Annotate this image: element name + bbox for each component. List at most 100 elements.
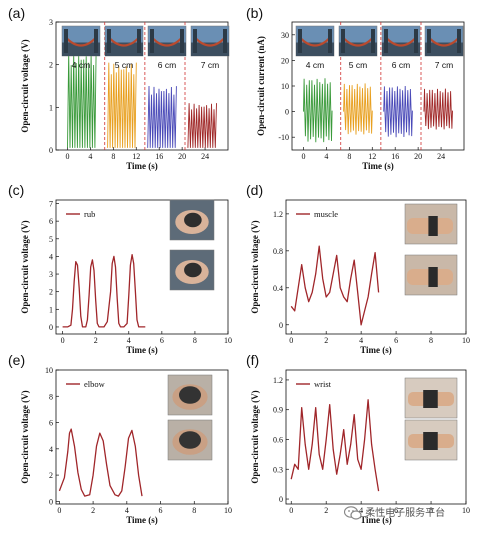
x-tick-label: 4 <box>125 506 129 515</box>
segment-label: 5 cm <box>115 60 133 70</box>
inset-photo <box>404 203 458 245</box>
inset-photo <box>61 25 101 57</box>
x-tick-label: 8 <box>429 336 433 345</box>
x-tick-label: 8 <box>111 152 115 161</box>
plot-frame <box>55 199 229 335</box>
legend: wrist <box>296 379 332 389</box>
x-tick-label: 2 <box>324 506 328 515</box>
y-tick-label: 2 <box>49 471 53 480</box>
x-tick-label: 0 <box>289 506 293 515</box>
y-tick-label: 0.6 <box>273 435 283 444</box>
segment-label: 7 cm <box>435 60 453 70</box>
panel-f: (f) 0 2 4 6 8 10 0 0.3 0.6 0.9 1.2 Time (s) Open-circ… <box>246 352 470 525</box>
x-axis-title: Time (s) <box>362 161 394 171</box>
plot-frame <box>285 199 467 335</box>
inset-photo <box>147 25 187 57</box>
y-tick-label: 4 <box>49 445 53 454</box>
y-tick-label: 0 <box>279 321 283 330</box>
x-tick-label: 2 <box>91 506 95 515</box>
x-tick-label: 20 <box>178 152 186 161</box>
x-axis-title: Time (s) <box>126 161 158 171</box>
y-axis-title: Open-circuit voltage (V) <box>250 390 260 483</box>
series-line <box>58 428 143 497</box>
panel-b: (b) 0 4 8 12 16 20 24 -10 0 10 20 30 Time (s) Open-cir… <box>246 5 465 171</box>
plot-frame <box>55 369 229 505</box>
series-line-7cm <box>187 103 217 148</box>
x-tick-label: 6 <box>159 506 163 515</box>
y-tick-label: 0 <box>285 108 289 117</box>
legend-label: wrist <box>314 379 332 389</box>
legend-label: rub <box>84 209 95 219</box>
series-line-4cm <box>303 78 333 143</box>
x-tick-label: 24 <box>201 152 209 161</box>
series-line-5cm <box>107 62 137 148</box>
plot-frame <box>55 21 229 151</box>
x-tick-label: 6 <box>160 336 164 345</box>
panel-e: (e) 0 2 4 6 8 10 0 2 4 6 8 10 Time (s) Open-circuit vo… <box>8 352 232 525</box>
y-tick-label: 5 <box>49 235 53 244</box>
x-tick-label: 8 <box>193 336 197 345</box>
y-tick-label: 3 <box>49 270 53 279</box>
y-tick-label: 10 <box>45 366 53 375</box>
x-tick-label: 16 <box>155 152 163 161</box>
y-axis-title: Open-circuit voltage (V) <box>250 220 260 313</box>
x-tick-label: 10 <box>224 506 232 515</box>
x-tick-label: 2 <box>94 336 98 345</box>
y-tick-label: 4 <box>49 252 53 261</box>
x-axis-title: Time (s) <box>126 345 158 355</box>
segment-label: 7 cm <box>201 60 219 70</box>
legend: elbow <box>66 379 106 389</box>
plot-frame <box>285 369 467 505</box>
x-tick-label: 8 <box>429 506 433 515</box>
panel-c: (c) 0 2 4 6 8 10 0 1 2 3 4 5 6 7 Time (s) Open-circuit v… <box>8 182 232 355</box>
inset-photo <box>338 25 378 57</box>
x-tick-label: 4 <box>359 506 363 515</box>
y-tick-label: 1 <box>49 103 53 112</box>
x-tick-label: 12 <box>132 152 140 161</box>
inset-photo <box>104 25 144 57</box>
legend-label: muscle <box>314 209 338 219</box>
y-tick-label: 2 <box>49 61 53 70</box>
inset-photo <box>295 25 335 57</box>
y-tick-label: 8 <box>49 392 53 401</box>
y-tick-label: 1.2 <box>273 210 283 219</box>
panel-label: (a) <box>8 5 25 21</box>
x-tick-label: 4 <box>127 336 131 345</box>
y-tick-label: -10 <box>278 133 289 142</box>
y-tick-label: 0 <box>49 146 53 155</box>
panel-d: (d) 0 2 4 6 8 10 0 0.4 0.8 1.2 Time (s) Open-circuit… <box>246 182 470 355</box>
segment-label: 4 cm <box>306 60 324 70</box>
y-tick-label: 0.3 <box>273 465 283 474</box>
x-tick-label: 24 <box>437 152 445 161</box>
y-tick-label: 10 <box>281 82 289 91</box>
inset-photo <box>404 377 458 419</box>
panel-label: (f) <box>246 352 259 368</box>
inset-photo <box>404 419 458 461</box>
x-tick-label: 12 <box>368 152 376 161</box>
x-tick-label: 0 <box>289 336 293 345</box>
x-tick-label: 0 <box>61 336 65 345</box>
y-tick-label: 1 <box>49 305 53 314</box>
inset-photo <box>169 249 215 291</box>
series-line-7cm <box>423 88 453 130</box>
inset-photo <box>167 419 213 461</box>
x-tick-label: 0 <box>57 506 61 515</box>
x-axis-title: Time (s) <box>360 515 392 525</box>
x-tick-label: 6 <box>394 336 398 345</box>
x-tick-label: 8 <box>192 506 196 515</box>
y-tick-label: 0.8 <box>273 247 283 256</box>
y-axis-title: Open-circuit voltage (V) <box>20 39 30 132</box>
y-tick-label: 0 <box>49 497 53 506</box>
y-tick-label: 2 <box>49 288 53 297</box>
x-tick-label: 8 <box>347 152 351 161</box>
wechat-icon <box>343 506 362 520</box>
y-tick-label: 0 <box>49 323 53 332</box>
x-tick-label: 16 <box>391 152 399 161</box>
x-axis-title: Time (s) <box>126 515 158 525</box>
y-tick-label: 0 <box>279 495 283 504</box>
x-tick-label: 6 <box>394 506 398 515</box>
x-tick-label: 4 <box>359 336 363 345</box>
y-tick-label: 3 <box>49 18 53 27</box>
y-tick-label: 1.2 <box>273 376 283 385</box>
x-tick-label: 4 <box>324 152 328 161</box>
